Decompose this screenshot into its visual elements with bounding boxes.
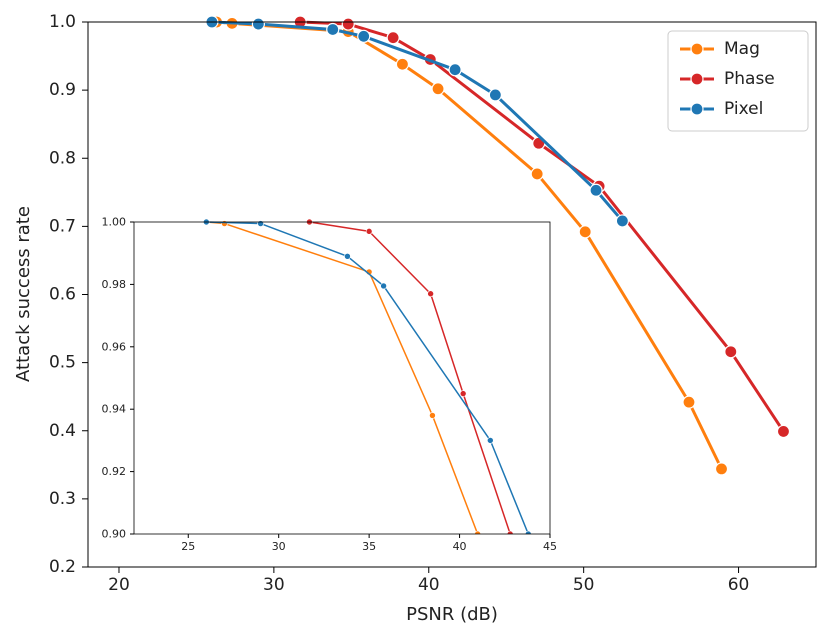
main-y-tick-label: 0.5 bbox=[49, 353, 76, 373]
inset-series-group bbox=[203, 218, 532, 534]
main-point-mag bbox=[431, 82, 445, 96]
legend-box bbox=[667, 30, 809, 132]
inset-point-mag bbox=[221, 220, 228, 227]
main-point-mag bbox=[714, 462, 729, 476]
legend-label-pixel: Pixel bbox=[724, 99, 763, 119]
inset-y-tick-label: 0.92 bbox=[102, 465, 127, 478]
inset-plot-frame bbox=[133, 221, 551, 535]
inset-y-tick-label: 0.96 bbox=[102, 340, 127, 353]
inset-y-tick-label: 0.98 bbox=[102, 278, 127, 291]
main-x-tick-label: 20 bbox=[108, 575, 130, 595]
inset-x-tick-label: 30 bbox=[272, 540, 286, 553]
main-point-phase bbox=[341, 17, 355, 31]
main-y-tick-label: 1.0 bbox=[49, 12, 76, 32]
main-y-axis: 0.2 0.3 0.4 0.5 0.6 0.7 0.8 0.9 1.0 bbox=[49, 12, 88, 577]
inset-point-mag bbox=[474, 530, 481, 534]
main-y-tick-label: 0.4 bbox=[49, 421, 76, 441]
main-point-phase bbox=[776, 424, 791, 439]
inset-x-tick-label: 35 bbox=[362, 540, 376, 553]
inset-x-axis: 25 30 35 40 45 bbox=[181, 534, 557, 553]
y-axis-label: Attack success rate bbox=[13, 206, 34, 382]
legend-label-phase: Phase bbox=[724, 69, 775, 89]
main-line-pixel bbox=[210, 20, 624, 223]
main-y-tick-label: 0.8 bbox=[49, 148, 76, 168]
inset-point-phase bbox=[427, 290, 434, 298]
inset-point-pixel bbox=[380, 282, 387, 290]
main-y-tick-label: 0.9 bbox=[49, 80, 76, 100]
main-x-tick-label: 50 bbox=[573, 575, 595, 595]
legend-marker-pixel bbox=[690, 102, 704, 116]
inset-plot: 25 30 35 40 45 0.90 0.92 0.94 0.96 0.98 1.00 bbox=[102, 216, 558, 554]
inset-point-mag bbox=[429, 412, 436, 419]
inset-point-phase bbox=[459, 390, 467, 397]
main-x-tick-label: 40 bbox=[418, 575, 440, 595]
main-x-tick-label: 30 bbox=[263, 575, 285, 595]
main-point-mag bbox=[578, 225, 592, 239]
main-point-pixel bbox=[615, 214, 629, 228]
legend: Mag Phase Pixel bbox=[667, 30, 809, 132]
main-y-tick-label: 0.2 bbox=[49, 557, 76, 577]
inset-x-tick-label: 25 bbox=[181, 540, 195, 553]
main-point-pixel bbox=[357, 29, 371, 43]
main-y-tick-label: 0.6 bbox=[49, 285, 76, 305]
inset-point-phase bbox=[365, 228, 373, 235]
main-y-tick-label: 0.3 bbox=[49, 489, 76, 509]
main-line-phase bbox=[298, 20, 785, 433]
main-x-tick-label: 60 bbox=[728, 575, 750, 595]
inset-plot-area bbox=[134, 222, 550, 534]
legend-marker-phase bbox=[690, 72, 704, 86]
main-y-tick-label: 0.7 bbox=[49, 216, 76, 236]
inset-point-pixel bbox=[487, 437, 494, 444]
main-point-pixel bbox=[326, 22, 340, 37]
inset-point-phase bbox=[506, 530, 514, 534]
inset-y-axis: 0.90 0.92 0.94 0.96 0.98 1.00 bbox=[102, 216, 134, 541]
main-point-pixel bbox=[488, 88, 502, 102]
main-point-pixel bbox=[251, 17, 265, 31]
main-point-phase bbox=[386, 31, 400, 45]
inset-point-pixel bbox=[257, 220, 264, 227]
legend-label-mag: Mag bbox=[724, 39, 760, 59]
main-point-pixel bbox=[448, 63, 462, 77]
inset-y-tick-label: 0.94 bbox=[102, 403, 127, 416]
main-point-pixel bbox=[589, 183, 603, 197]
inset-y-tick-label: 0.90 bbox=[102, 528, 127, 541]
x-axis-label: PSNR (dB) bbox=[406, 604, 498, 625]
inset-line-pixel bbox=[205, 221, 530, 534]
legend-marker-mag bbox=[690, 42, 704, 56]
main-point-mag bbox=[530, 167, 544, 181]
inset-point-pixel bbox=[344, 253, 351, 260]
main-point-mag bbox=[395, 57, 410, 71]
inset-point-pixel bbox=[524, 530, 532, 534]
inset-x-tick-label: 40 bbox=[453, 540, 467, 553]
inset-x-tick-label: 45 bbox=[543, 540, 557, 553]
main-point-phase bbox=[724, 345, 738, 359]
legend-item-phase: Phase bbox=[680, 69, 775, 89]
main-point-mag bbox=[682, 395, 696, 409]
legend-item-mag: Mag bbox=[680, 39, 760, 59]
main-x-axis: 20 30 40 50 60 bbox=[108, 567, 749, 595]
legend-item-pixel: Pixel bbox=[680, 99, 763, 119]
inset-y-tick-label: 1.00 bbox=[102, 216, 127, 229]
